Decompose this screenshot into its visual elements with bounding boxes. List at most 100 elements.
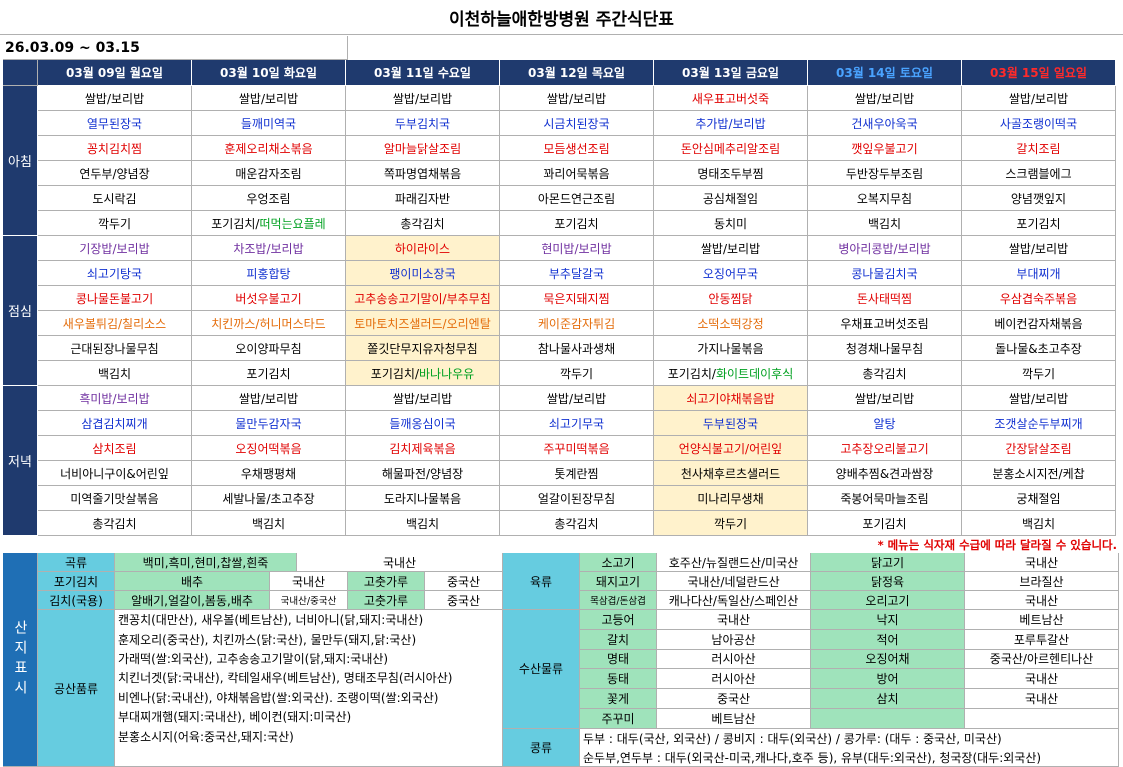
menu-item: 쌀밥/보리밥 [192, 386, 346, 411]
origin-value: 중국산/아르헨티나산 [965, 649, 1119, 670]
origin-item: 목삼겹/돈삼겹 [580, 591, 657, 610]
menu-item: 매운감자조림 [192, 161, 346, 186]
menu-item: 분홍소시지전/케찹 [962, 461, 1116, 486]
processed-line: 분홍소시지(어육:중국산,돼지:국산) [118, 729, 294, 744]
menu-item: 깍두기 [654, 511, 808, 536]
menu-item: 너비아니구이&어린잎 [38, 461, 192, 486]
menu-item: 쌀밥/보리밥 [654, 236, 808, 261]
origin-value: 국내산 [965, 689, 1119, 709]
menu-item: 치킨까스/허니머스타드 [192, 311, 346, 336]
menu-item: 돈사태떡찜 [808, 286, 962, 311]
day-header: 03월 14일 토요일 [808, 60, 962, 86]
menu-item: 총각김치 [808, 361, 962, 386]
menu-item: 도시락김 [38, 186, 192, 211]
menu-item: 백김치 [346, 511, 500, 536]
menu-item: 베이컨감자채볶음 [962, 311, 1116, 336]
origin-item: 명태 [580, 649, 657, 670]
menu-item: 병아리콩밥/보리밥 [808, 236, 962, 261]
menu-text: 포기김치/ [667, 366, 716, 381]
origin-item: 주꾸미 [580, 709, 657, 729]
menu-item: 천사채후르츠샐러드 [654, 461, 808, 486]
menu-item: 포기김치/떠먹는요플레 [192, 211, 346, 236]
menu-item: 삼치조림 [38, 436, 192, 461]
menu-item: 시금치된장국 [500, 111, 654, 136]
origin-value: 국내산 [657, 610, 811, 630]
menu-item: 현미밥/보리밥 [500, 236, 654, 261]
origin-value: 국내산 [965, 591, 1119, 610]
origin-item: 낙지 [811, 610, 965, 630]
menu-item: 총각김치 [38, 511, 192, 536]
menu-item: 팽이미소장국 [346, 261, 500, 286]
menu-item: 깻잎우불고기 [808, 136, 962, 161]
processed-line: 훈제오리(중국산), 치킨까스(닭:국산), 물만두(돼지,닭:국산) [118, 632, 417, 647]
origin-value: 중국산 [425, 591, 503, 610]
menu-item: 안동찜닭 [654, 286, 808, 311]
origin-item: 닭정육 [811, 572, 965, 591]
menu-text: 포기김치/ [211, 216, 260, 231]
origin-item: 소고기 [580, 553, 657, 572]
menu-item: 우엉조림 [192, 186, 346, 211]
menu-item: 꽁치김치찜 [38, 136, 192, 161]
menu-item: 해물파전/양념장 [346, 461, 500, 486]
origin-item [811, 709, 965, 729]
menu-item: 쫄깃단무지유자청무침 [346, 336, 500, 361]
menu-item: 미역줄기맛살볶음 [38, 486, 192, 511]
processed-line: 부대찌개햄(돼지:국내산), 베이컨(돼지:미국산) [118, 710, 352, 725]
menu-item: 쌀밥/보리밥 [346, 86, 500, 111]
menu-item: 쌀밥/보리밥 [500, 86, 654, 111]
day-header: 03월 10일 화요일 [192, 60, 346, 86]
menu-item: 우채팽평채 [192, 461, 346, 486]
menu-item: 열무된장국 [38, 111, 192, 136]
date-range: 26.03.09 ~ 03.15 [3, 36, 348, 60]
menu-item: 총각김치 [500, 511, 654, 536]
menu-item: 백김치 [38, 361, 192, 386]
menu-item: 조갯살순두부찌개 [962, 411, 1116, 436]
beans-line: 두부 : 대두(국산, 외국산) / 콩비지 : 대두(외국산) / 콩가루: … [583, 731, 1002, 746]
origin-value [965, 709, 1119, 729]
menu-item: 쌀밥/보리밥 [808, 86, 962, 111]
menu-text: 우채표고버섯조림 [840, 316, 929, 331]
meal-label: 저녁 [3, 386, 38, 536]
menu-item: 포기김치 [500, 211, 654, 236]
origin-value: 브라질산 [965, 572, 1119, 591]
menu-item: 알탕 [808, 411, 962, 436]
origin-label: 산지표시 [3, 553, 38, 767]
menu-item: 쌀밥/보리밥 [192, 86, 346, 111]
meal-label: 점심 [3, 236, 38, 386]
menu-item: 새우표고버섯죽 [654, 86, 808, 111]
menu-item: 쪽파명엽채볶음 [346, 161, 500, 186]
menu-item: 케이준감자튀김 [500, 311, 654, 336]
category: 공산품류 [38, 610, 115, 767]
menu-item: 공심채절임 [654, 186, 808, 211]
menu-item: 쇠고기탕국 [38, 261, 192, 286]
menu-text: 쌀밥/보리밥 [700, 241, 761, 256]
category: 콩류 [503, 728, 580, 767]
meal-label: 아침 [3, 86, 38, 236]
menu-item: 쌀밥/보리밥 [962, 86, 1116, 111]
processed-line: 캔꽁치(대만산), 새우볼(베트남산), 너비아니(닭,돼지:국내산) [118, 613, 424, 628]
category: 곡류 [38, 553, 115, 572]
menu-text: 하이라이스 [394, 241, 451, 256]
menu-item: 깍두기 [962, 361, 1116, 386]
menu-item: 사골조랭이떡국 [962, 111, 1116, 136]
menu-item: 총각김치 [346, 211, 500, 236]
origin-item: 갈치 [580, 629, 657, 650]
menu-item: 추가밥/보리밥 [654, 111, 808, 136]
origin-item: 동태 [580, 669, 657, 690]
menu-item: 삼겹김치찌개 [38, 411, 192, 436]
menu-item: 김치제육볶음 [346, 436, 500, 461]
menu-item: 쇠고기무국 [500, 411, 654, 436]
origin-item: 배추 [115, 572, 270, 591]
menu-item: 백김치 [192, 511, 346, 536]
beans-area [580, 728, 1119, 767]
menu-item: 깍두기 [500, 361, 654, 386]
category: 육류 [503, 553, 580, 610]
origin-item: 꽃게 [580, 689, 657, 709]
menu-item: 오징어무국 [654, 261, 808, 286]
origin-item: 백미,흑미,현미,찹쌀,흰죽 [115, 553, 297, 572]
origin-item: 닭고기 [811, 553, 965, 572]
menu-item: 부추달갈국 [500, 261, 654, 286]
menu-item: 토마토치즈샐러드/오리엔탈 [346, 311, 500, 336]
origin-value: 포루투갈산 [965, 629, 1119, 650]
